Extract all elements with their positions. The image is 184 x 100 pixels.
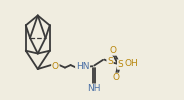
Text: OH: OH [124, 59, 138, 68]
Text: O: O [109, 46, 116, 55]
Text: HN: HN [76, 62, 89, 71]
Text: S: S [107, 57, 113, 66]
Text: O: O [52, 62, 59, 71]
Text: O: O [113, 73, 120, 82]
Text: NH: NH [88, 84, 101, 93]
Text: S: S [118, 60, 123, 69]
